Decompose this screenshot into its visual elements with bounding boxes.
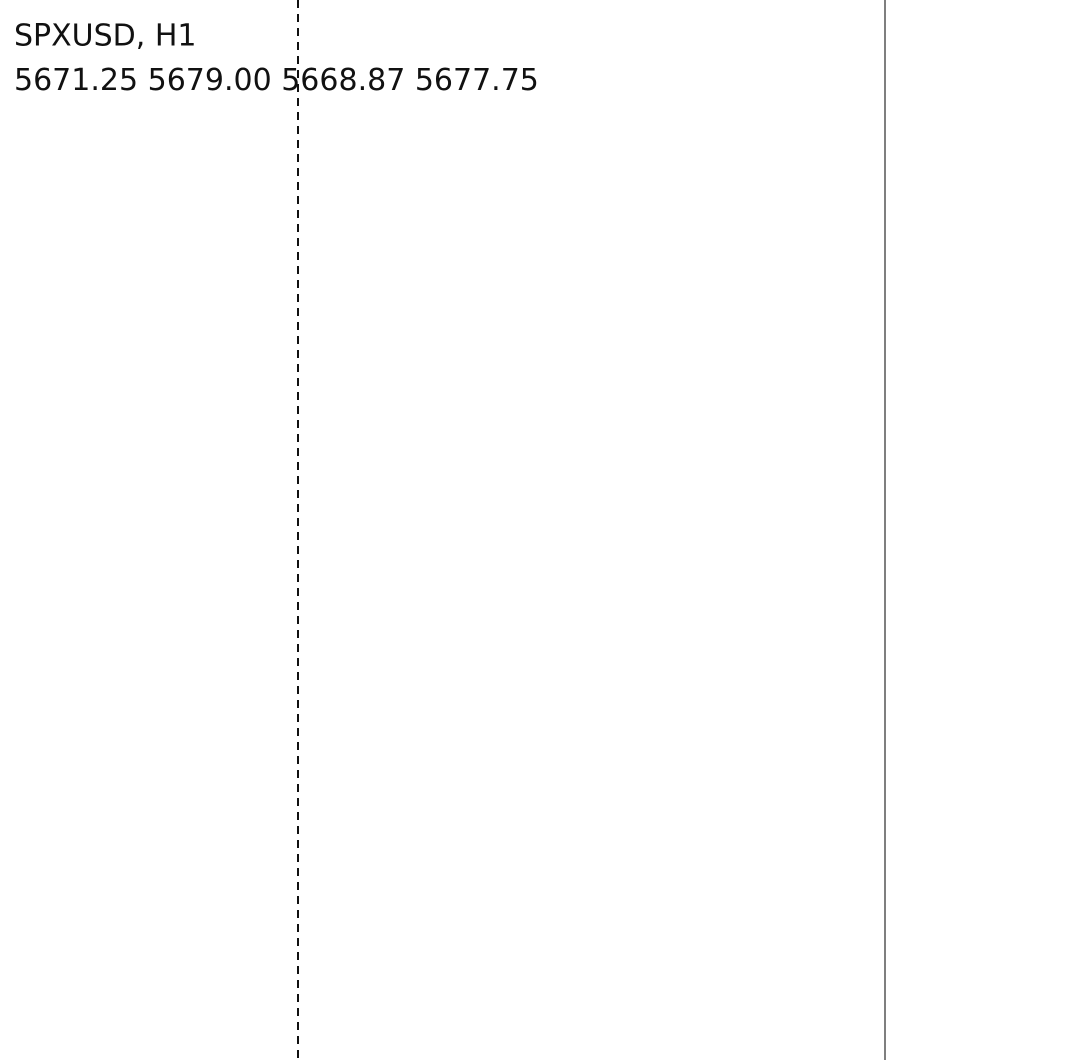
high-label: 5679.00	[148, 63, 272, 98]
chart-title: SPXUSD, H1	[14, 19, 197, 54]
close-label: 5677.75	[415, 63, 539, 98]
price-axis	[885, 0, 1080, 1060]
low-label: 5668.87	[281, 63, 405, 98]
ohlc-header: 5671.25 5679.00 5668.87 5677.75	[14, 63, 539, 98]
open-label: 5671.25	[14, 63, 138, 98]
